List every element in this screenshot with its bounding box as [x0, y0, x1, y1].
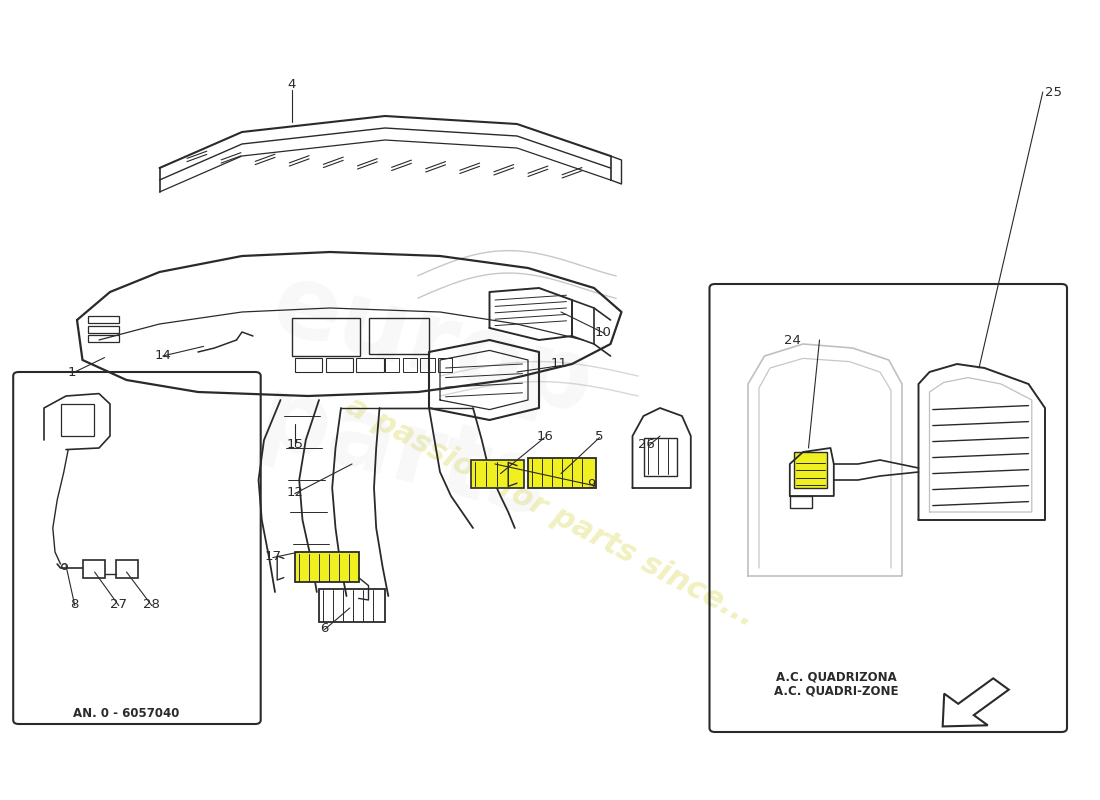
- Text: AN. 0 - 6057040: AN. 0 - 6057040: [74, 707, 179, 720]
- Bar: [794, 452, 827, 488]
- Text: 5: 5: [595, 430, 604, 442]
- Text: 24: 24: [783, 334, 801, 346]
- Bar: [60, 404, 94, 436]
- Bar: [88, 335, 119, 342]
- Text: 11: 11: [550, 358, 568, 370]
- Bar: [644, 438, 676, 476]
- Text: 12: 12: [286, 486, 304, 498]
- Text: 26: 26: [638, 438, 656, 450]
- Bar: [319, 589, 385, 622]
- Text: 10: 10: [594, 326, 612, 338]
- Text: 9: 9: [587, 478, 596, 490]
- Text: 1: 1: [67, 366, 76, 378]
- Bar: [295, 552, 359, 582]
- Text: 25: 25: [1045, 86, 1063, 98]
- Bar: [528, 458, 596, 488]
- Text: 8: 8: [70, 598, 79, 610]
- Bar: [292, 318, 360, 356]
- Bar: [116, 560, 138, 578]
- Bar: [794, 452, 827, 488]
- Bar: [88, 316, 119, 323]
- Bar: [420, 358, 434, 372]
- Text: 4: 4: [287, 78, 296, 90]
- Bar: [88, 326, 119, 333]
- Text: 28: 28: [143, 598, 161, 610]
- Text: A.C. QUADRIZONA
A.C. QUADRI-ZONE: A.C. QUADRIZONA A.C. QUADRI-ZONE: [773, 670, 899, 698]
- Bar: [82, 560, 104, 578]
- Bar: [528, 458, 596, 488]
- Bar: [326, 358, 353, 372]
- Bar: [790, 496, 812, 508]
- Bar: [368, 318, 429, 354]
- Text: 27: 27: [110, 598, 128, 610]
- Text: 6: 6: [320, 622, 329, 634]
- Bar: [356, 358, 384, 372]
- Text: 14: 14: [154, 350, 172, 362]
- Text: 16: 16: [536, 430, 553, 442]
- Bar: [438, 358, 452, 372]
- Text: a passion for parts since...: a passion for parts since...: [341, 391, 759, 633]
- Bar: [295, 358, 322, 372]
- Text: europ
parts: europ parts: [232, 257, 604, 543]
- Bar: [403, 358, 417, 372]
- Text: 17: 17: [264, 550, 282, 562]
- Polygon shape: [943, 678, 1009, 726]
- Bar: [471, 460, 524, 488]
- Bar: [385, 358, 399, 372]
- Bar: [295, 552, 359, 582]
- Text: 15: 15: [286, 438, 304, 450]
- Bar: [471, 460, 524, 488]
